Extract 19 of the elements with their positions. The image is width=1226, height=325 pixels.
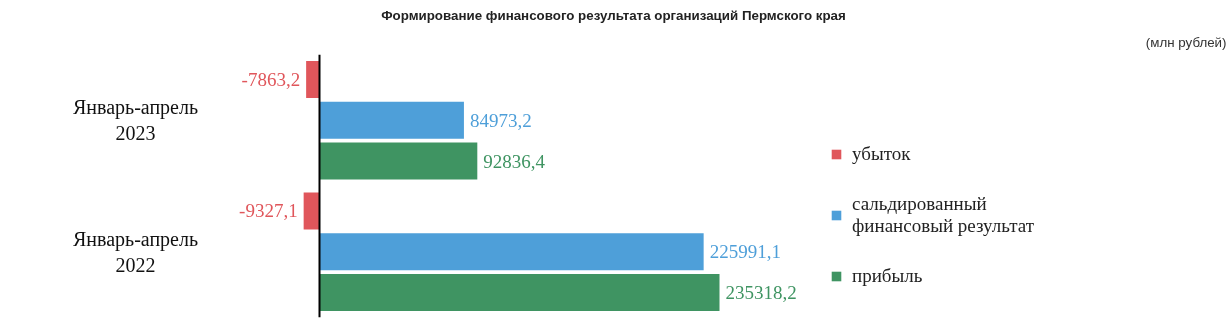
legend-label: прибыль <box>852 265 923 287</box>
bar <box>306 61 320 98</box>
data-label: -9327,1 <box>239 200 298 222</box>
data-label: 235318,2 <box>725 282 797 304</box>
y-tick-label: Январь-апрель 2023 <box>72 96 199 145</box>
legend-label: убыток <box>852 143 911 165</box>
chart-title: Формирование финансового результата организаций Пермского края <box>381 7 846 23</box>
bar <box>303 192 320 230</box>
bar <box>319 274 720 311</box>
bar <box>319 233 704 271</box>
data-label: 92836,4 <box>483 150 546 172</box>
text: (млн рублей) <box>1145 34 1226 50</box>
legend-label: сальдированный финансовый результат <box>852 193 1034 237</box>
data-label: 84973,2 <box>469 109 532 131</box>
data-label: 225991,1 <box>709 241 781 263</box>
bar <box>319 142 478 180</box>
data-label: -7863,2 <box>241 68 301 90</box>
bar <box>319 101 464 139</box>
y-tick-label: Январь-апрель 2022 <box>72 227 199 276</box>
